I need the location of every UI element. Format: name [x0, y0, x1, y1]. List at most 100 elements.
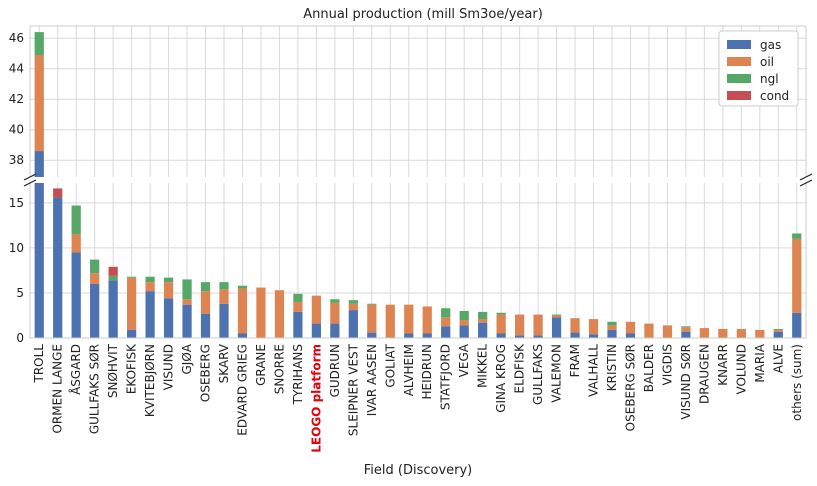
bar-oil — [681, 327, 691, 332]
bar-oil — [459, 319, 469, 326]
bar-oil — [515, 314, 525, 336]
bar-gas — [182, 304, 192, 338]
bar-ngl — [441, 308, 451, 318]
bar-gas — [459, 325, 469, 338]
lower-panel-bars — [34, 183, 802, 338]
bar-gas — [53, 197, 63, 338]
bar-gas — [607, 329, 617, 338]
bar-ngl — [459, 310, 469, 320]
bar-gas — [625, 333, 636, 338]
x-tick-label: MARIA — [753, 343, 767, 382]
bar-oil — [145, 282, 155, 292]
bar-gas — [441, 326, 451, 338]
x-tick-label: SNORRE — [272, 344, 286, 394]
x-tick-label: SKARV — [217, 343, 231, 383]
bar-gas — [237, 333, 248, 338]
chart-title: Annual production (mill Sm3oe/year) — [303, 7, 543, 22]
bar-ngl — [330, 299, 340, 303]
x-tick-label: ÅSGARD — [68, 344, 83, 395]
bar-oil — [773, 329, 783, 332]
bar-oil — [496, 314, 506, 334]
bar-ngl — [681, 326, 691, 328]
x-tick-label: DRAUGEN — [697, 344, 711, 404]
bar-oil — [699, 328, 709, 338]
x-tick-label: KVITEBJØRN — [143, 344, 157, 417]
bar-gas — [422, 333, 432, 338]
x-tick-label: GULLFAKS SØR — [88, 344, 102, 434]
y-tick-label: 44 — [9, 62, 24, 76]
legend: gas oil ngl cond — [718, 30, 799, 107]
axes — [23, 25, 813, 339]
bar-ngl — [348, 300, 358, 304]
bar-gas — [145, 291, 155, 338]
x-tick-label: VOLUND — [734, 344, 748, 395]
x-tick-label: OSEBERG SØR — [623, 344, 637, 431]
bar-cond — [108, 266, 118, 276]
bar-gas — [551, 317, 562, 338]
bar-ngl — [367, 303, 377, 305]
x-tick-label: VALEMON — [550, 344, 564, 403]
bar-oil — [293, 301, 303, 312]
x-tick-label: OSEBERG — [199, 344, 213, 402]
bar-gas — [71, 252, 81, 338]
y-tick-label: 46 — [9, 31, 24, 45]
x-tick-label: TYRIHANS — [291, 344, 305, 405]
bar-oil — [182, 299, 192, 305]
bar-gas — [311, 323, 321, 338]
bar-ngl — [237, 285, 248, 289]
x-tick-label: KRISTIN — [605, 344, 619, 391]
bar-gas — [163, 298, 174, 338]
bar-gas — [367, 332, 377, 338]
bar-oil — [718, 328, 728, 338]
x-tick-label: SLEIPNER VEST — [346, 343, 360, 436]
bar-gas — [792, 312, 802, 338]
x-tick-label: ALVHEIM — [402, 344, 416, 396]
bar-ngl — [90, 259, 100, 274]
bar-oil — [385, 304, 395, 338]
bar-ngl — [71, 205, 81, 235]
legend-swatch-gas — [727, 40, 751, 49]
x-tick-label: others (sum) — [790, 344, 804, 421]
x-tick-label: VIGDIS — [660, 344, 674, 385]
upper-panel-bars — [34, 32, 44, 177]
legend-swatch-ngl — [727, 74, 751, 83]
bar-oil — [478, 319, 488, 323]
x-tick-label: KNARR — [716, 344, 730, 386]
bar-gas — [200, 313, 211, 338]
bar-gas — [219, 303, 229, 338]
bar-oil — [311, 295, 321, 324]
x-tick-label: BALDER — [642, 344, 656, 392]
bar-gas — [108, 280, 118, 338]
bar-ngl — [293, 293, 303, 302]
bar-ngl — [127, 276, 137, 278]
bar-oil — [237, 288, 248, 334]
bar-gas — [515, 335, 525, 338]
x-tick-label: MIKKEL — [476, 344, 490, 388]
x-tick-label: GINA KROG — [494, 344, 508, 413]
axis-break-mark — [23, 173, 37, 181]
bar-ngl — [551, 314, 562, 316]
bar-oil — [256, 287, 266, 338]
bar-oil — [422, 306, 432, 334]
bar-oil — [792, 238, 802, 313]
x-tick-label: VISUND SØR — [679, 344, 693, 420]
x-axis-label: Field (Discovery) — [364, 463, 473, 478]
y-tick-label: 42 — [9, 92, 24, 106]
bar-oil — [755, 329, 765, 338]
bar-oil — [330, 302, 340, 324]
bar-gas — [588, 334, 599, 338]
x-tick-label: GULLFAKS — [531, 344, 545, 405]
x-tick-label: GJØA — [180, 343, 194, 374]
tick-labels: 38 40 42 44 46 0 5 10 15 TROLL ORMEN LANGE ÅSGARD GU… — [9, 31, 804, 453]
bar-ngl — [182, 279, 192, 300]
grid-lines — [30, 26, 806, 339]
y-tick-label: 10 — [9, 241, 24, 255]
x-tick-label: STATFJORD — [439, 344, 453, 410]
bar-gas — [127, 329, 137, 338]
legend-swatch-cond — [727, 91, 751, 100]
bar-oil — [644, 323, 654, 338]
bar-gas — [34, 151, 44, 177]
y-tick-label: 40 — [9, 123, 24, 137]
x-tick-label: VISUND — [162, 344, 176, 390]
